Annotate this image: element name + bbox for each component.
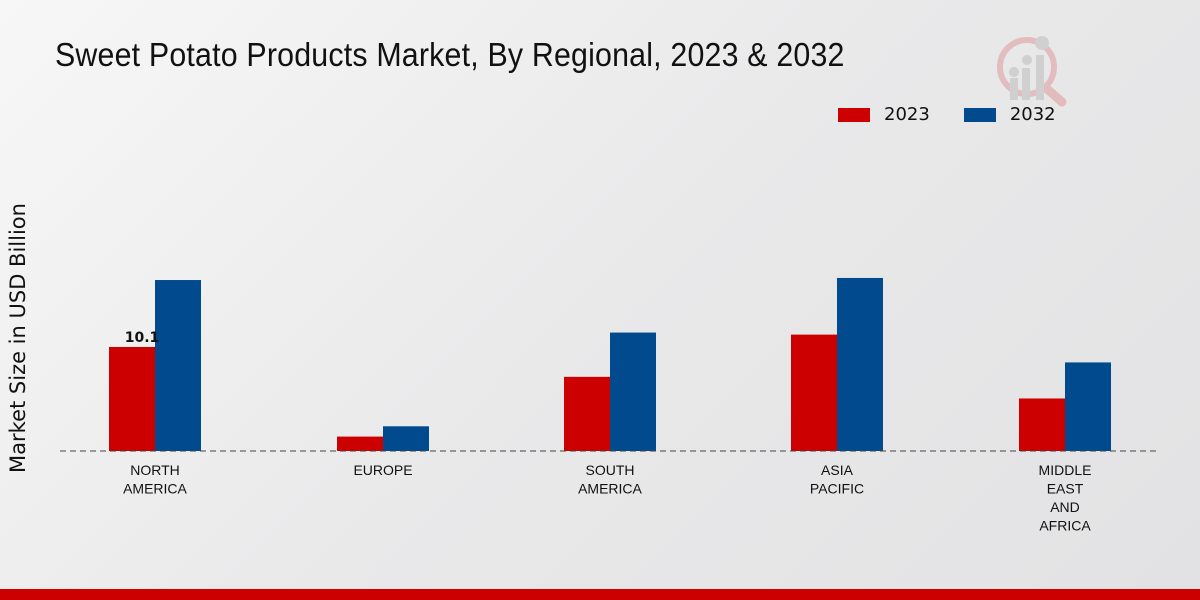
legend: 2023 2032 [838,104,1056,125]
x-tick-label: SOUTH [586,462,635,478]
x-tick-label: AMERICA [123,481,187,497]
bar-2023-3 [791,334,837,451]
bar-2032-2 [610,332,656,451]
footer-bar [0,589,1200,600]
legend-label-2032: 2032 [1009,104,1056,125]
bar-2032-0 [155,280,201,451]
x-tick-label: PACIFIC [810,481,864,497]
bar-2023-4 [1019,398,1065,451]
chart-title: Sweet Potato Products Market, By Regiona… [55,36,845,73]
x-tick-label: EAST [1047,481,1084,497]
bar-2023-2 [564,376,610,451]
legend-swatch-2032 [963,107,996,122]
bar-2032-1 [383,426,429,451]
x-tick-label: AMERICA [578,481,642,497]
data-label: 10.1 [125,330,160,346]
x-tick-label: EUROPE [353,462,412,478]
x-tick-label: AFRICA [1039,518,1091,534]
x-tick-label: AND [1050,499,1080,515]
legend-label-2023: 2023 [884,104,930,125]
x-tick-label: ASIA [821,462,854,478]
legend-item-2023: 2023 [838,104,930,125]
legend-item-2032: 2032 [963,104,1056,125]
legend-swatch-2023 [838,107,870,122]
watermark-logo-icon [997,36,1067,107]
bar-2032-3 [837,277,883,451]
bar-2032-4 [1065,362,1111,451]
x-tick-label: NORTH [130,462,180,478]
x-tick-label: MIDDLE [1039,462,1092,478]
bar-2023-0 [109,346,155,451]
bar-2023-1 [337,436,383,451]
